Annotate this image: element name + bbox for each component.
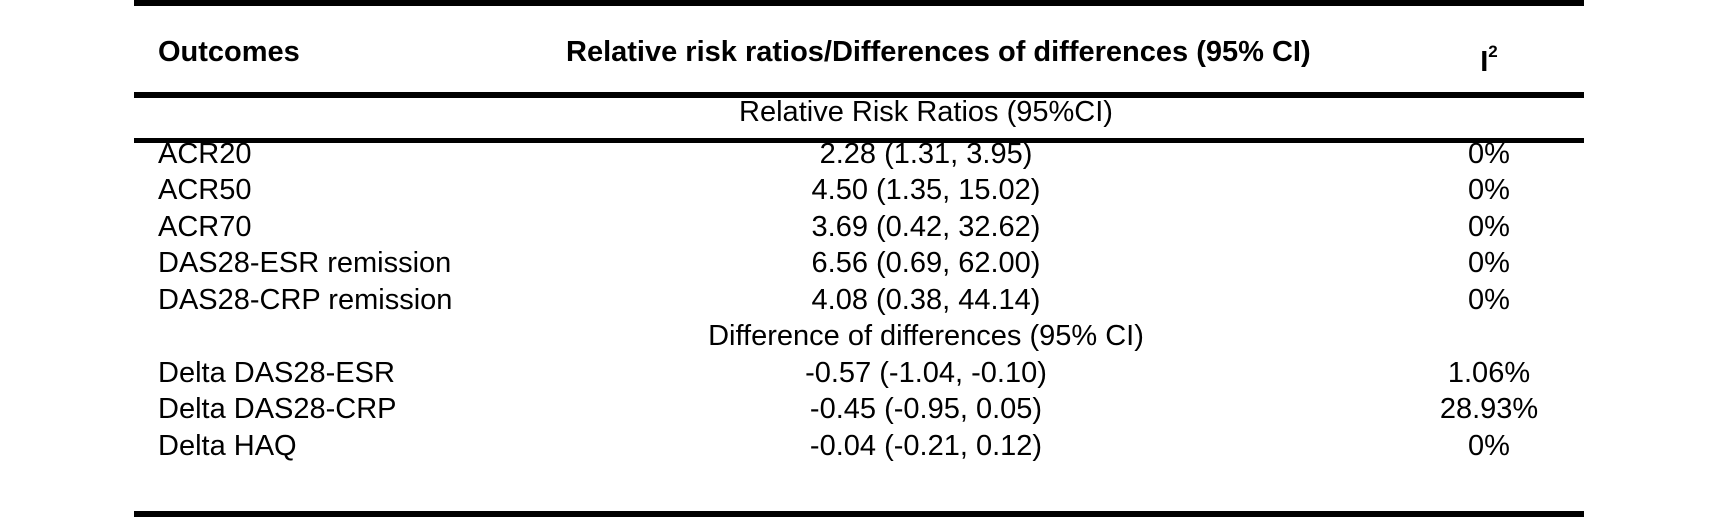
row-value: -0.04 (-0.21, 0.12) <box>809 430 1043 462</box>
header-outcomes: Outcomes <box>158 36 300 68</box>
top-rule <box>134 0 1584 6</box>
row-i-squared: 0% <box>1468 174 1510 206</box>
row-outcome: ACR70 <box>158 211 252 243</box>
table-header-row: Outcomes Relative risk ratios/Difference… <box>134 6 1584 92</box>
table-row: Delta HAQ -0.04 (-0.21, 0.12) 0% <box>134 429 1584 469</box>
row-outcome: ACR20 <box>158 138 252 170</box>
table-row: Delta DAS28-ESR -0.57 (-1.04, -0.10) 1.0… <box>134 356 1584 396</box>
row-value: -0.45 (-0.95, 0.05) <box>809 393 1043 425</box>
row-i-squared: 0% <box>1468 284 1510 316</box>
row-outcome: DAS28-ESR remission <box>158 247 452 279</box>
header-rule <box>134 92 1584 98</box>
row-value: 4.50 (1.35, 15.02) <box>811 174 1041 206</box>
row-outcome: ACR50 <box>158 174 252 206</box>
table-row: ACR70 3.69 (0.42, 32.62) 0% <box>134 210 1584 250</box>
section-rule <box>134 138 1584 143</box>
header-i-squared: I2 <box>1439 35 1539 79</box>
row-i-squared: 0% <box>1468 430 1510 462</box>
row-outcome: Delta DAS28-CRP <box>158 393 397 425</box>
table-row: ACR20 2.28 (1.31, 3.95) 0% <box>134 137 1584 177</box>
table-row: Delta DAS28-CRP -0.45 (-0.95, 0.05) 28.9… <box>134 392 1584 432</box>
results-table: Outcomes Relative risk ratios/Difference… <box>134 0 1584 526</box>
section-label-risk-ratios: Relative Risk Ratios (95%CI) <box>739 96 1113 128</box>
bottom-rule <box>134 511 1584 517</box>
row-value: 4.08 (0.38, 44.14) <box>811 284 1041 316</box>
row-outcome: Delta DAS28-ESR <box>158 357 395 389</box>
section-label-difference-of-differences: Difference of differences (95% CI) <box>708 320 1144 352</box>
row-i-squared: 0% <box>1468 247 1510 279</box>
row-value: 3.69 (0.42, 32.62) <box>811 211 1041 243</box>
header-ratios: Relative risk ratios/Differences of diff… <box>566 36 1311 68</box>
table-row: DAS28-ESR remission 6.56 (0.69, 62.00) 0… <box>134 246 1584 286</box>
row-i-squared: 0% <box>1468 138 1510 170</box>
row-i-squared: 0% <box>1468 211 1510 243</box>
table-row: DAS28-CRP remission 4.08 (0.38, 44.14) 0… <box>134 283 1584 323</box>
header-i2-superscript: 2 <box>1488 42 1498 61</box>
row-i-squared: 1.06% <box>1447 357 1531 389</box>
row-i-squared: 28.93% <box>1439 393 1539 425</box>
row-value: 6.56 (0.69, 62.00) <box>811 247 1041 279</box>
row-value: -0.57 (-1.04, -0.10) <box>805 357 1047 389</box>
row-outcome: DAS28-CRP remission <box>158 284 453 316</box>
row-outcome: Delta HAQ <box>158 430 297 462</box>
table-row: ACR50 4.50 (1.35, 15.02) 0% <box>134 173 1584 213</box>
row-value: 2.28 (1.31, 3.95) <box>819 138 1033 170</box>
header-i2-base: I <box>1480 46 1489 78</box>
